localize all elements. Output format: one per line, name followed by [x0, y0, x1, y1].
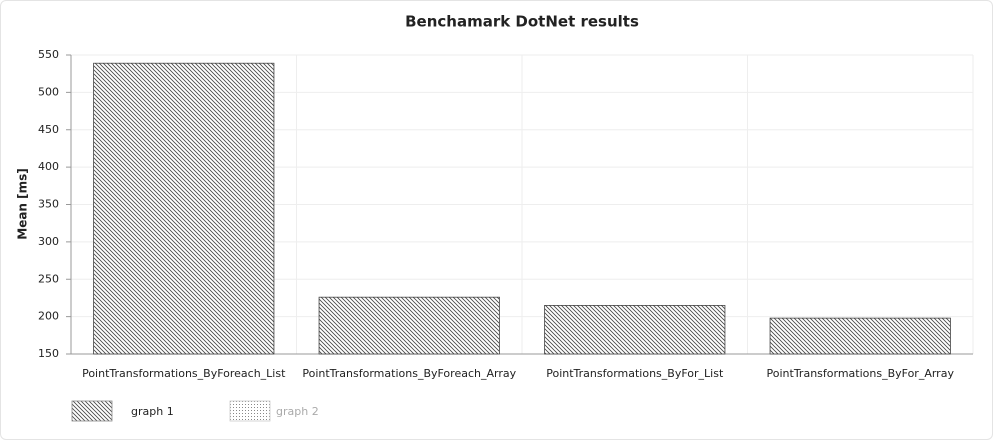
y-axis-label: Mean [ms] [16, 168, 30, 240]
y-tick-label: 150 [38, 347, 59, 360]
bar [544, 305, 726, 355]
y-tick-label: 250 [38, 272, 59, 285]
bar [769, 317, 951, 355]
legend-label: graph 1 [131, 405, 174, 418]
x-tick-label: PointTransformations_ByForeach_Array [302, 367, 516, 380]
y-tick-label: 500 [38, 85, 59, 98]
x-tick-label: PointTransformations_ByFor_List [546, 367, 724, 380]
y-tick-label: 350 [38, 198, 59, 211]
bar [318, 296, 500, 355]
legend-swatch [229, 400, 271, 422]
y-tick-label: 300 [38, 235, 59, 248]
bar [93, 62, 275, 355]
y-tick-label: 450 [38, 123, 59, 136]
legend-swatch [71, 400, 113, 422]
chart-title: Benchamark DotNet results [405, 13, 639, 31]
x-tick-label: PointTransformations_ByFor_Array [767, 367, 955, 380]
y-tick-label: 200 [38, 310, 59, 323]
legend-label: graph 2 [276, 405, 319, 418]
x-tick-label: PointTransformations_ByForeach_List [82, 367, 286, 380]
y-tick-label: 400 [38, 160, 59, 173]
y-tick-label: 550 [38, 48, 59, 61]
